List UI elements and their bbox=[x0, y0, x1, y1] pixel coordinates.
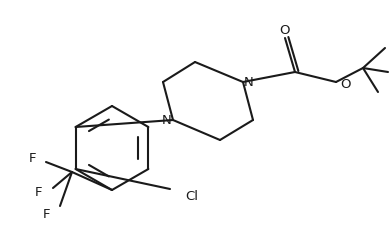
Text: F: F bbox=[35, 186, 43, 199]
Text: F: F bbox=[28, 151, 36, 164]
Text: F: F bbox=[42, 208, 50, 220]
Text: N: N bbox=[162, 114, 172, 127]
Text: O: O bbox=[341, 77, 351, 91]
Text: Cl: Cl bbox=[185, 191, 198, 204]
Text: O: O bbox=[280, 23, 290, 36]
Text: N: N bbox=[244, 76, 254, 88]
